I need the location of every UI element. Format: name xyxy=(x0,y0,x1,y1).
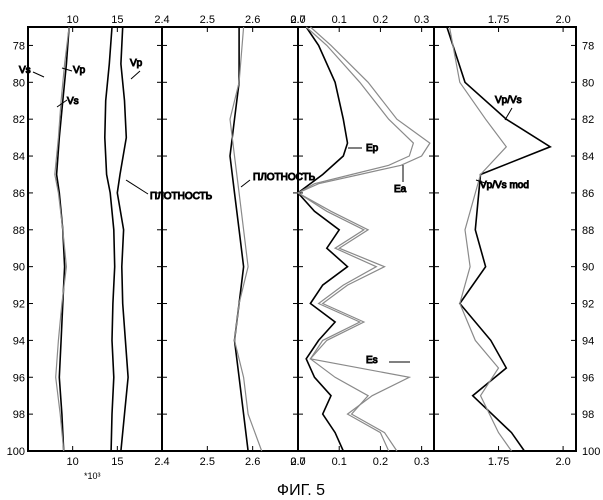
series-line-vp-vs-mod xyxy=(450,27,512,451)
log-curves xyxy=(55,27,550,451)
depth-tick-label: 90 xyxy=(582,262,594,274)
depth-tick-label: 78 xyxy=(13,40,25,52)
depth-tick-label: 98 xyxy=(13,409,25,421)
series-line-vs xyxy=(57,27,70,451)
figure-caption: ФИГ. 5 xyxy=(277,482,325,499)
depth-tick-label: 96 xyxy=(582,372,594,384)
label-vpvs: Vp/Vs xyxy=(495,95,522,106)
bottom-tick-label: 15 xyxy=(111,456,123,468)
depth-tick-label: 80 xyxy=(582,77,594,89)
bottom-tick-label: 2.0 xyxy=(555,456,570,468)
arrow-vpvs xyxy=(505,108,512,120)
depth-tick-label: 92 xyxy=(582,299,594,311)
series-line-vp-vs xyxy=(447,27,550,451)
series-line-vp xyxy=(117,27,128,451)
bottom-tick-label: 0.1 xyxy=(332,456,347,468)
depth-tick-label: 90 xyxy=(13,262,25,274)
depth-tick-label: 86 xyxy=(582,188,594,200)
bottom-tick-label: 0.0 xyxy=(290,456,305,468)
series-line-ep xyxy=(298,27,348,451)
depth-tick-label: 88 xyxy=(13,225,25,237)
bottom-tick-label: 10 xyxy=(67,456,79,468)
depth-tick-label: 82 xyxy=(13,114,25,126)
depth-tick-label: 96 xyxy=(13,372,25,384)
bottom-tick-label: 2.4 xyxy=(154,456,169,468)
top-tick-label: 0.3 xyxy=(414,14,429,26)
top-tick-label: 2.0 xyxy=(555,14,570,26)
bottom-tick-label: 0.3 xyxy=(414,456,429,468)
top-tick-label: 15 xyxy=(111,14,123,26)
depth-tick-label: 80 xyxy=(13,77,25,89)
panel-density-frame xyxy=(162,27,298,451)
depth-tick-label: 94 xyxy=(582,335,594,347)
bottom-tick-label: 0.2 xyxy=(373,456,388,468)
label-density-right: ПЛОТНОСТЬ xyxy=(253,172,316,183)
top-tick-label: 0.0 xyxy=(290,14,305,26)
panel-velocities-frame xyxy=(28,27,162,451)
tick-labels: 78 80 82 84 86 88 90 92 94 96 98 100 10 15 10 15 2.4 2.5 2… xyxy=(7,14,601,468)
depth-tick-label: 86 xyxy=(13,188,25,200)
top-tick-label: 0.2 xyxy=(373,14,388,26)
bottom-tick-label: 2.6 xyxy=(245,456,260,468)
arrow-vs-left xyxy=(33,72,44,77)
top-tick-label: 2.5 xyxy=(200,14,215,26)
depth-tick-label: 94 xyxy=(13,335,25,347)
series-line-плотность xyxy=(230,27,262,451)
annotations: Vs Vp Vs Vp ПЛОТНОСТЬ ПЛОТНОСТЬ Ep Ea Es… xyxy=(19,58,529,366)
panel-frames xyxy=(28,27,576,451)
depth-tick-label: 88 xyxy=(582,225,594,237)
depth-tick-label: 100 xyxy=(582,446,600,458)
label-ep: Ep xyxy=(366,143,379,154)
depth-tick-label: 84 xyxy=(582,151,594,163)
depth-tick-label: 84 xyxy=(13,151,25,163)
arrow-density-right xyxy=(241,180,250,187)
series-line-es xyxy=(298,27,413,451)
label-vp-right: Vp xyxy=(130,58,143,69)
top-tick-label: 1.75 xyxy=(488,14,509,26)
label-vs-left: Vs xyxy=(19,65,31,76)
depth-tick-label: 82 xyxy=(582,114,594,126)
label-es: Es xyxy=(366,355,378,366)
label-vpvs-mod: Vp/Vs mod xyxy=(480,180,529,191)
depth-tick-label: 92 xyxy=(13,299,25,311)
bottom-tick-label: 1.75 xyxy=(488,456,509,468)
label-density-left: ПЛОТНОСТЬ xyxy=(150,191,213,202)
label-vs-mid: Vs xyxy=(67,96,79,107)
depth-tick-label: 100 xyxy=(7,446,25,458)
label-ea: Ea xyxy=(394,184,407,195)
top-tick-label: 10 xyxy=(67,14,79,26)
top-tick-label: 2.6 xyxy=(245,14,260,26)
top-tick-label: 0.1 xyxy=(332,14,347,26)
depth-tick-label: 78 xyxy=(582,40,594,52)
multiplier-label: *10³ xyxy=(84,471,101,481)
top-tick-label: 2.4 xyxy=(154,14,169,26)
tick-marks xyxy=(28,27,576,451)
series-line-ea xyxy=(298,27,430,451)
series-line-vs xyxy=(55,27,69,451)
series-line-vp xyxy=(105,27,115,451)
depth-tick-label: 98 xyxy=(582,409,594,421)
arrow-vp-right xyxy=(131,71,140,79)
bottom-tick-label: 2.5 xyxy=(200,456,215,468)
panel-vpvs-frame xyxy=(434,27,576,451)
arrow-density-left xyxy=(126,180,148,194)
label-vp-left: Vp xyxy=(73,65,86,76)
